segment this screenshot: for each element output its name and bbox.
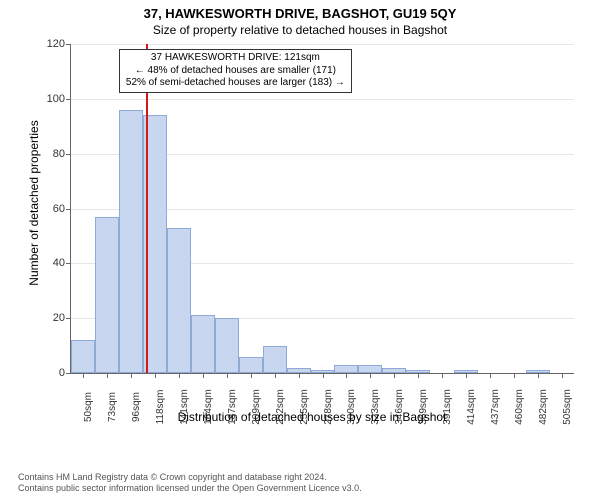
x-tick-mark	[370, 373, 371, 378]
histogram-bar	[263, 346, 287, 373]
y-tick-mark	[66, 209, 71, 210]
property-marker-line	[146, 44, 148, 373]
y-tick-label: 100	[47, 93, 65, 105]
x-tick-mark	[251, 373, 252, 378]
histogram-bar	[119, 110, 143, 373]
y-tick-mark	[66, 44, 71, 45]
chart: Number of detached properties 0204060801…	[42, 44, 582, 422]
y-tick-mark	[66, 154, 71, 155]
x-tick-mark	[155, 373, 156, 378]
histogram-bar	[239, 357, 263, 373]
y-tick-mark	[66, 99, 71, 100]
histogram-bar	[215, 318, 239, 373]
y-tick-label: 80	[53, 148, 65, 160]
y-tick-label: 60	[53, 203, 65, 215]
y-tick-label: 40	[53, 257, 65, 269]
callout-box: 37 HAWKESWORTH DRIVE: 121sqm← 48% of det…	[119, 49, 352, 93]
y-tick-mark	[66, 318, 71, 319]
x-tick-mark	[394, 373, 395, 378]
x-tick-mark	[107, 373, 108, 378]
y-axis-title: Number of detached properties	[27, 120, 41, 285]
x-tick-mark	[442, 373, 443, 378]
x-tick-mark	[538, 373, 539, 378]
x-tick-mark	[418, 373, 419, 378]
x-tick-mark	[514, 373, 515, 378]
x-tick-mark	[227, 373, 228, 378]
x-tick-mark	[323, 373, 324, 378]
callout-line: 52% of semi-detached houses are larger (…	[126, 77, 345, 90]
histogram-bar	[358, 365, 382, 373]
histogram-bar	[95, 217, 119, 373]
x-tick-mark	[83, 373, 84, 378]
y-tick-mark	[66, 373, 71, 374]
x-tick-mark	[346, 373, 347, 378]
y-tick-label: 120	[47, 38, 65, 50]
x-tick-mark	[275, 373, 276, 378]
callout-line: ← 48% of detached houses are smaller (17…	[126, 65, 345, 78]
histogram-bar	[167, 228, 191, 373]
page-title: 37, HAWKESWORTH DRIVE, BAGSHOT, GU19 5QY	[0, 0, 600, 21]
x-tick-mark	[466, 373, 467, 378]
histogram-bar	[191, 315, 215, 373]
x-tick-mark	[131, 373, 132, 378]
histogram-bar	[334, 365, 358, 373]
x-tick-mark	[203, 373, 204, 378]
histogram-bar	[71, 340, 95, 373]
callout-line: 37 HAWKESWORTH DRIVE: 121sqm	[126, 52, 345, 65]
x-tick-mark	[562, 373, 563, 378]
footer-line-1: Contains HM Land Registry data © Crown c…	[18, 472, 362, 483]
x-axis-title: Distribution of detached houses by size …	[42, 410, 582, 424]
footer: Contains HM Land Registry data © Crown c…	[18, 472, 362, 495]
x-tick-mark	[490, 373, 491, 378]
y-tick-label: 0	[59, 367, 65, 379]
x-tick-mark	[179, 373, 180, 378]
plot-area: 02040608010012037 HAWKESWORTH DRIVE: 121…	[70, 44, 574, 374]
x-tick-mark	[299, 373, 300, 378]
y-tick-label: 20	[53, 312, 65, 324]
footer-line-2: Contains public sector information licen…	[18, 483, 362, 494]
y-tick-mark	[66, 263, 71, 264]
page-subtitle: Size of property relative to detached ho…	[0, 21, 600, 41]
